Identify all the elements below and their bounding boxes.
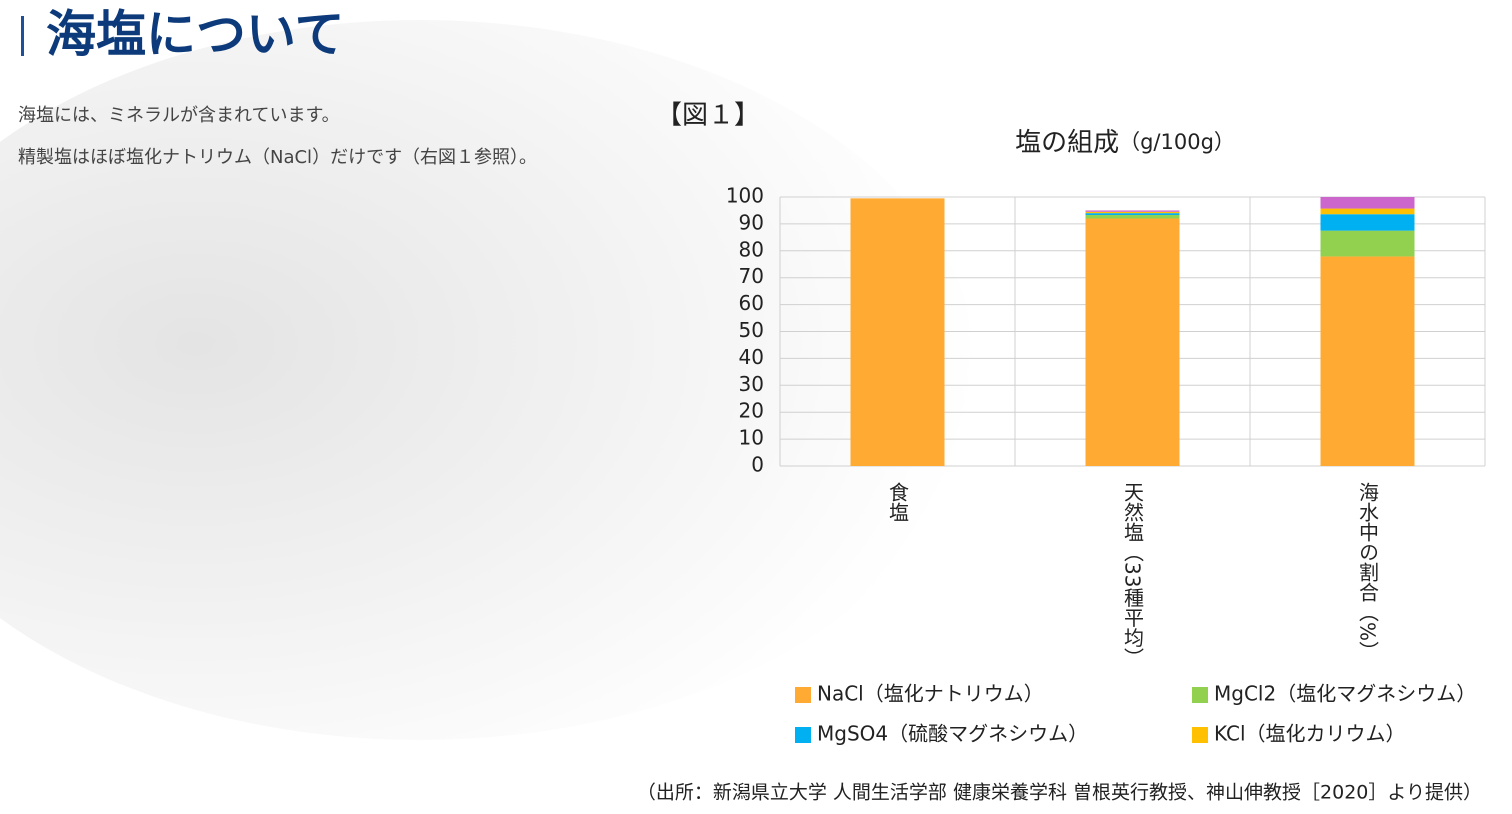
legend-swatch (1192, 727, 1208, 743)
y-tick-label: 20 (739, 399, 764, 423)
bar-segment (850, 198, 945, 466)
source-note: （出所：新潟県立大学 人間生活学部 健康栄養学科 曽根英行教授、神山伸教授［20… (637, 782, 1482, 804)
chart-title-main: 塩の組成 (1015, 128, 1119, 158)
bar-segment (1320, 256, 1415, 466)
x-tick-label: 食塩 (886, 482, 910, 522)
y-tick-label: 0 (751, 453, 764, 477)
bar-segment (1320, 197, 1415, 209)
y-tick-label: 100 (726, 184, 764, 208)
legend-swatch (795, 727, 811, 743)
bar-segment (1085, 210, 1180, 212)
y-tick-label: 40 (739, 345, 764, 369)
legend-label: NaCl（塩化ナトリウム） (817, 682, 1044, 706)
chart-title: 塩の組成（g/100g） (1015, 128, 1235, 158)
legend-label: MgSO4（硫酸マグネシウム） (817, 722, 1088, 746)
bar-segment (1320, 230, 1415, 257)
bar-segment (1085, 211, 1180, 214)
legend-swatch (795, 687, 811, 703)
background-image (0, 20, 980, 740)
x-tick-label: 海水中の割合（%） (1356, 482, 1380, 661)
y-tick-label: 30 (739, 372, 764, 396)
legend-label: KCl（塩化カリウム） (1214, 722, 1406, 746)
body-text: 海塩には、ミネラルが含まれています。 (18, 105, 340, 126)
x-tick-label: 天然塩（33種平均） (1121, 482, 1145, 667)
legend-swatch (1192, 687, 1208, 703)
y-tick-label: 10 (739, 426, 764, 450)
chart-subtitle: （g/100g） (1119, 130, 1235, 154)
bar-segment (1320, 214, 1415, 231)
y-tick-label: 90 (739, 210, 764, 234)
y-tick-label: 80 (739, 237, 764, 261)
slide-title: 海塩について (46, 6, 345, 64)
bar-segment (1085, 213, 1180, 216)
y-tick-label: 50 (739, 318, 764, 342)
bar-segment (1085, 218, 1180, 466)
body-text: 精製塩はほぼ塩化ナトリウム（NaCl）だけです（右図１参照）。 (18, 147, 537, 168)
figure-label: 【図１】 (656, 101, 760, 131)
y-tick-label: 60 (739, 291, 764, 315)
y-tick-label: 70 (739, 264, 764, 288)
title-bar (21, 16, 24, 56)
bar-segment (1085, 215, 1180, 219)
legend-label: MgCl2（塩化マグネシウム） (1214, 682, 1476, 706)
bar-segment (1320, 208, 1415, 215)
